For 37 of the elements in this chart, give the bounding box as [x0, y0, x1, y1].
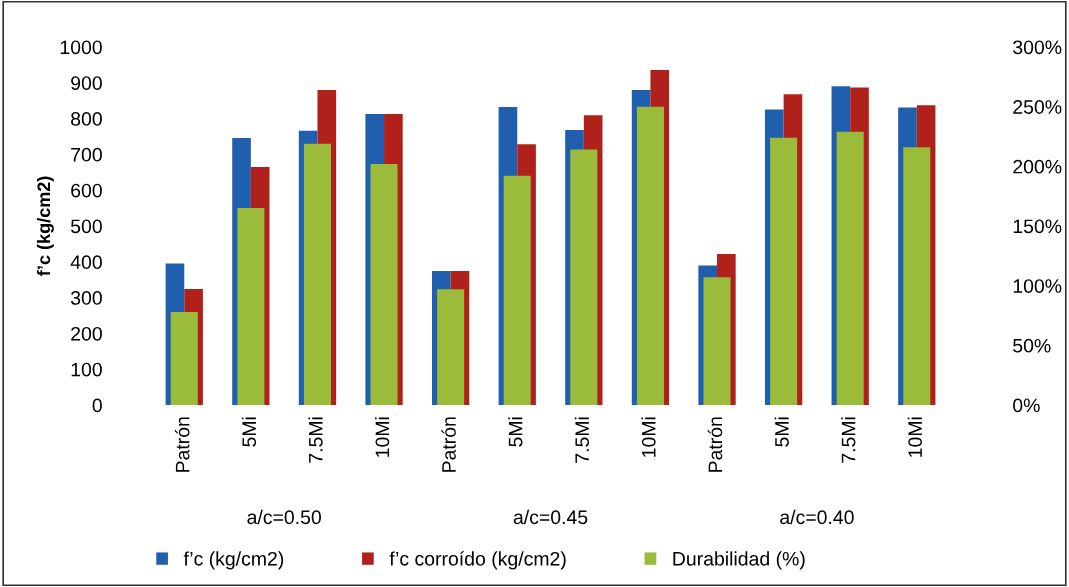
x-tick-label: Patrón — [174, 417, 190, 472]
y-tick-label: 900 — [71, 76, 102, 90]
x-tick-label: 5Mi — [774, 417, 789, 447]
y2-tick-label: 0% — [1013, 398, 1040, 413]
x-tick-label: 7.5Mi — [841, 417, 856, 463]
x-tick-label: 5Mi — [508, 417, 523, 447]
y-tick-label: 1000 — [60, 40, 102, 55]
x-tick-label: 10Mi — [907, 417, 923, 457]
x-tick-label: 7.5Mi — [308, 417, 323, 463]
y-tick-label: 0 — [92, 398, 102, 413]
x-tick-label: 7.5Mi — [574, 417, 590, 463]
y2-tick-label: 50% — [1013, 338, 1051, 353]
x-tick-label: Patrón — [707, 417, 723, 472]
y-tick-label: 700 — [71, 147, 102, 162]
y-tick-label: 600 — [71, 183, 102, 198]
legend-label: f’c (kg/cm2) — [183, 551, 284, 570]
legend-label: Durabilidad (%) — [673, 551, 805, 570]
y-tick-label: 800 — [71, 112, 102, 126]
x-tick-label: 10Mi — [374, 417, 390, 457]
y-tick-label: 500 — [70, 219, 102, 234]
x-tick-label: Patrón — [441, 417, 456, 472]
y-tick-label: 200 — [71, 326, 102, 341]
y2-tick-label: 150% — [1013, 219, 1062, 234]
y2-tick-label: 300% — [1013, 40, 1062, 55]
x-tick-label: 10Mi — [641, 417, 656, 457]
x-tick-label: 5Mi — [241, 417, 257, 447]
text: a/c=0.45 — [513, 509, 588, 525]
y-tick-label: 300 — [70, 291, 102, 305]
legend-label: f’c corroído (kg/cm2) — [389, 551, 566, 570]
y2-tick-label: 200% — [1013, 159, 1062, 174]
y-tick-label: 100 — [71, 362, 102, 377]
y2-tick-label: 100% — [1013, 279, 1062, 293]
text: a/c=0.50 — [247, 509, 321, 525]
y-axis-title: f’c (kg/cm2) — [36, 176, 54, 277]
text: a/c=0.40 — [780, 509, 854, 525]
y-tick-label: 400 — [70, 255, 102, 270]
y2-tick-label: 250% — [1013, 100, 1062, 114]
